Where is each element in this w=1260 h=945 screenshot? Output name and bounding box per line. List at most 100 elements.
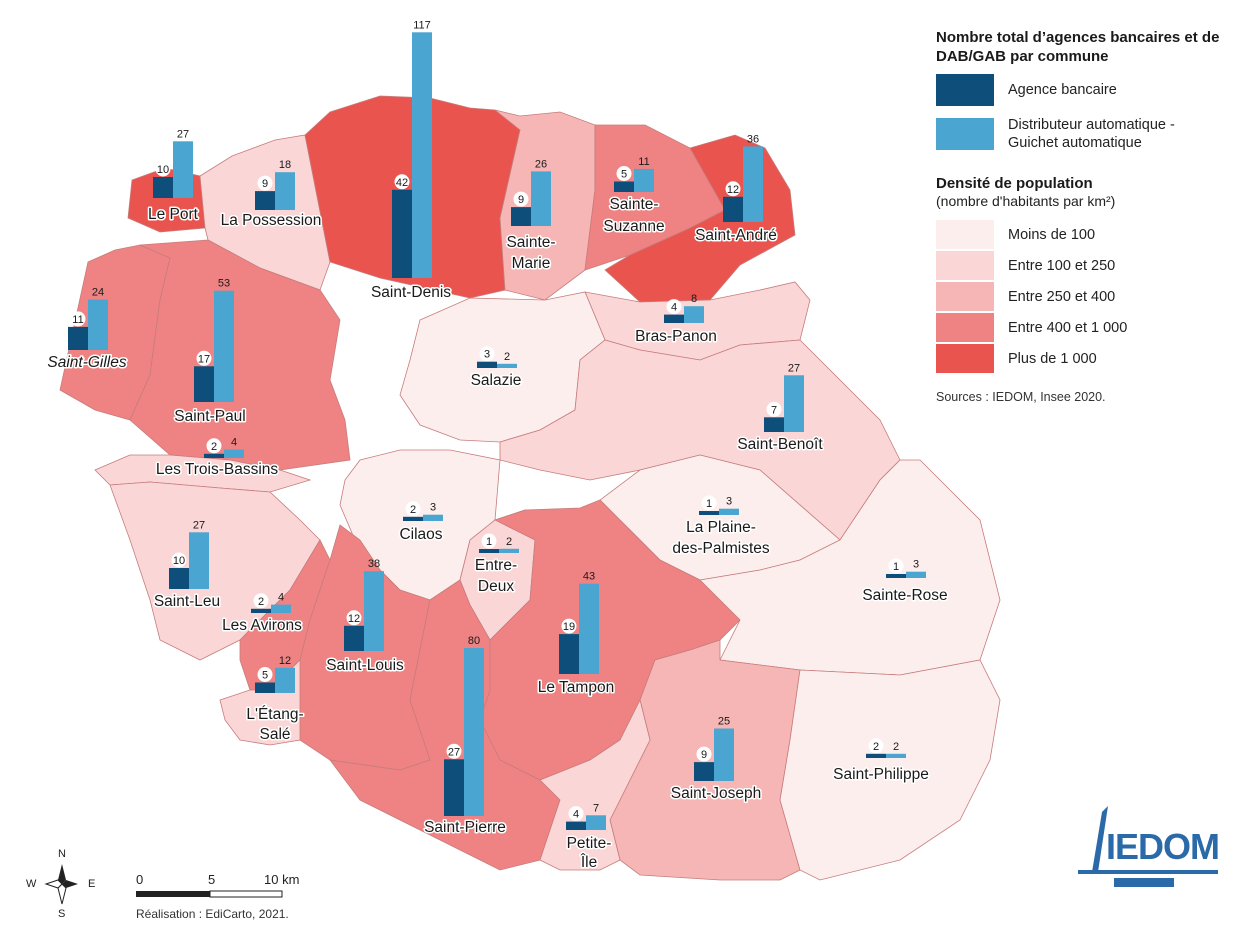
value-label-atm-petite-ile: 7 bbox=[593, 802, 599, 814]
commune-name-sainte-rose: Sainte-Rose bbox=[862, 587, 947, 604]
bar-atm-entre-deux bbox=[499, 548, 519, 553]
value-label-atm-saint-paul: 53 bbox=[218, 278, 230, 290]
value-badge-agency bbox=[171, 552, 187, 568]
value-badge-agency bbox=[701, 495, 717, 511]
value-label-agency-saint-denis: 42 bbox=[396, 177, 408, 189]
bar-atm-saint-leu bbox=[189, 532, 209, 589]
compass-east: E bbox=[88, 878, 96, 890]
value-badge-agency bbox=[196, 350, 212, 366]
value-badge-agency bbox=[253, 593, 269, 609]
value-label-agency-la-plaine-des-palmistes: 1 bbox=[706, 498, 712, 510]
value-label-atm-saint-joseph: 25 bbox=[718, 716, 730, 728]
commune-name-saint-louis: Saint-Louis bbox=[326, 657, 404, 674]
commune-name-le-tampon: Le Tampon bbox=[538, 679, 614, 696]
value-label-agency-saint-louis: 12 bbox=[348, 613, 360, 625]
bar-agency-les-avirons bbox=[251, 608, 271, 613]
bar-atm-saint-joseph bbox=[714, 728, 734, 781]
bar-atm-l-etang-sale bbox=[275, 667, 295, 693]
value-label-atm-entre-deux: 2 bbox=[506, 536, 512, 548]
density-swatch bbox=[936, 344, 994, 373]
value-badge-agency bbox=[725, 181, 741, 197]
bar-agency-saint-gilles bbox=[68, 326, 88, 350]
bar-atm-sainte-suzanne bbox=[634, 168, 654, 192]
density-class-label: Plus de 1 000 bbox=[1008, 350, 1097, 367]
density-class-label: Entre 400 et 1 000 bbox=[1008, 319, 1128, 336]
legend-title: Nombre total d’agences bancaires et de D… bbox=[936, 29, 1220, 65]
commune-name-saint-paul: Saint-Paul bbox=[174, 408, 246, 425]
density-class-row: Plus de 1 000 bbox=[936, 343, 1236, 374]
value-label-agency-sainte-suzanne: 5 bbox=[621, 169, 627, 181]
iedom-logo: IEDOM bbox=[1078, 800, 1228, 890]
value-badge-agency bbox=[561, 618, 577, 634]
bar-agency-les-trois-bassins bbox=[204, 453, 224, 458]
commune-name-les-trois-bassins: Les Trois-Bassins bbox=[156, 461, 279, 478]
value-label-atm-saint-louis: 38 bbox=[368, 558, 380, 570]
commune-name-les-avirons: Les Avirons bbox=[222, 617, 302, 634]
value-badge-agency bbox=[257, 175, 273, 191]
value-label-agency-saint-gilles: 11 bbox=[72, 314, 83, 326]
value-badge-agency bbox=[394, 174, 410, 190]
value-label-atm-l-etang-sale: 12 bbox=[279, 655, 291, 667]
commune-name-saint-leu: Saint-Leu bbox=[154, 593, 220, 610]
bar-agency-saint-paul bbox=[194, 366, 214, 402]
bar-agency-sainte-marie bbox=[511, 207, 531, 226]
legend-atm: Distributeur automatique - Guichet autom… bbox=[936, 116, 1236, 152]
value-label-atm-cilaos: 3 bbox=[430, 502, 436, 514]
bar-agency-le-tampon bbox=[559, 634, 579, 674]
commune-name-bras-panon: Bras-Panon bbox=[635, 328, 717, 345]
scale-labels: 0 5 10 km bbox=[132, 872, 332, 888]
value-label-agency-la-possession: 9 bbox=[262, 178, 268, 190]
value-label-agency-les-trois-bassins: 2 bbox=[211, 441, 217, 453]
value-label-atm-saint-leu: 27 bbox=[193, 519, 205, 531]
density-class-row: Entre 250 et 400 bbox=[936, 281, 1236, 312]
bar-atm-sainte-marie bbox=[531, 171, 551, 226]
density-classes: Moins de 100 Entre 100 et 250 Entre 250 … bbox=[936, 219, 1236, 374]
commune-name-saint-benoit: Saint-Benoît bbox=[737, 436, 823, 453]
commune-name-la-possession: La Possession bbox=[221, 212, 322, 229]
commune-name-sainte-suzanne: Sainte-Suzanne bbox=[603, 196, 664, 235]
density-swatch bbox=[936, 220, 994, 249]
value-badge-agency bbox=[513, 191, 529, 207]
bar-atm-le-port bbox=[173, 141, 193, 198]
legend-agency: Agence bancaire bbox=[936, 74, 1236, 106]
scale-label-5: 5 bbox=[208, 872, 216, 887]
value-badge-agency bbox=[346, 610, 362, 626]
region-la-possession bbox=[199, 134, 331, 291]
scale-bar bbox=[136, 890, 283, 898]
value-badge-agency bbox=[888, 558, 904, 574]
bar-atm-bras-panon bbox=[684, 306, 704, 323]
density-class-label: Moins de 100 bbox=[1008, 226, 1096, 243]
commune-name-saint-joseph: Saint-Joseph bbox=[671, 785, 761, 802]
value-badge-agency bbox=[568, 806, 584, 822]
iedom-logo-mark-icon bbox=[1078, 806, 1218, 887]
bar-atm-saint-paul bbox=[214, 290, 234, 402]
commune-name-l-etang-sale: L'Étang-Salé bbox=[246, 706, 303, 743]
commune-name-saint-denis: Saint-Denis bbox=[371, 284, 451, 301]
density-class-label: Entre 250 et 400 bbox=[1008, 288, 1116, 305]
density-swatch bbox=[936, 313, 994, 342]
bar-agency-bras-panon bbox=[664, 314, 684, 323]
value-label-agency-le-port: 10 bbox=[157, 164, 169, 176]
bar-atm-petite-ile bbox=[586, 815, 606, 830]
density-subtitle: (nombre d'habitants par km²) bbox=[936, 193, 1116, 209]
value-label-atm-sainte-rose: 3 bbox=[913, 559, 919, 571]
value-label-agency-les-avirons: 2 bbox=[258, 596, 264, 608]
value-label-atm-salazie: 2 bbox=[504, 351, 510, 363]
sources: Sources : IEDOM, Insee 2020. bbox=[936, 390, 1106, 404]
bar-agency-saint-denis bbox=[392, 189, 412, 278]
value-label-agency-le-tampon: 19 bbox=[563, 621, 575, 633]
agency-label: Agence bancaire bbox=[1008, 82, 1117, 98]
density-class-label: Entre 100 et 250 bbox=[1008, 257, 1116, 274]
commune-name-saint-philippe: Saint-Philippe bbox=[833, 766, 929, 783]
density-class-row: Entre 400 et 1 000 bbox=[936, 312, 1236, 343]
value-label-agency-saint-philippe: 2 bbox=[873, 741, 879, 753]
compass-west: W bbox=[26, 878, 37, 890]
value-label-agency-sainte-rose: 1 bbox=[893, 561, 899, 573]
commune-name-petite-ile: Petite-Île bbox=[567, 835, 612, 871]
value-label-agency-entre-deux: 1 bbox=[486, 536, 492, 548]
bar-atm-saint-denis bbox=[412, 32, 432, 278]
value-label-agency-salazie: 3 bbox=[484, 349, 490, 361]
value-badge-agency bbox=[696, 746, 712, 762]
value-label-atm-le-tampon: 43 bbox=[583, 571, 595, 583]
